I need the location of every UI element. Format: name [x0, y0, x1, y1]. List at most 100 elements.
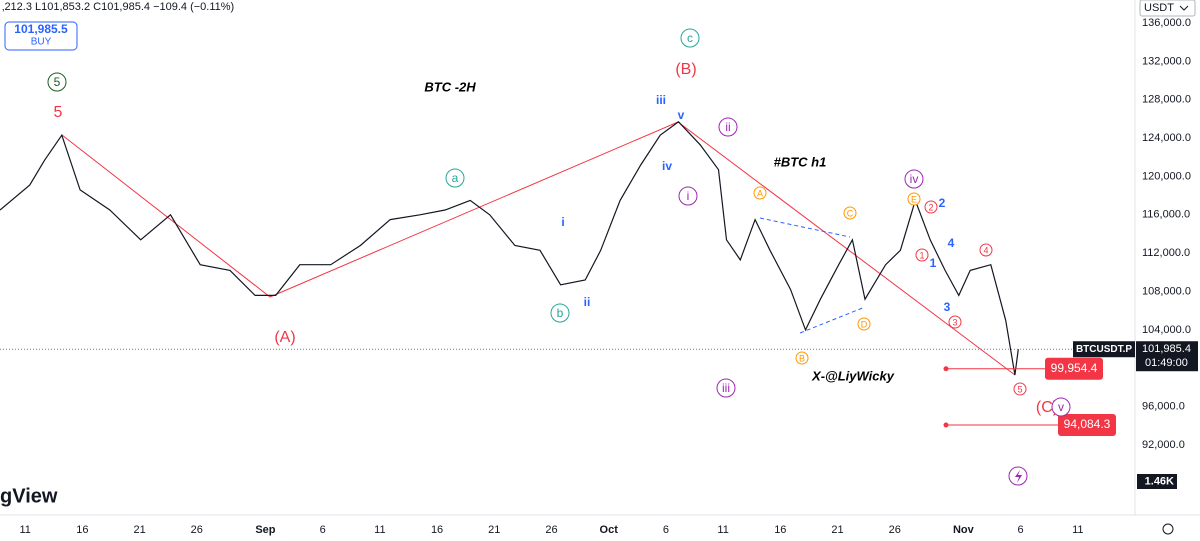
- wave-label: b: [557, 306, 564, 320]
- x-tick-label: 16: [774, 524, 786, 536]
- y-tick-label: 132,000.0: [1142, 55, 1191, 67]
- wave-label: 4: [983, 245, 988, 255]
- y-tick-label: 104,000.0: [1142, 324, 1191, 336]
- x-tick-label: 6: [663, 524, 669, 536]
- wave-label: i: [687, 189, 690, 203]
- x-tick-label: 16: [76, 524, 88, 536]
- wave-label: iii: [656, 93, 666, 107]
- level-tag: [1058, 414, 1116, 437]
- wave-label: 1: [930, 256, 937, 270]
- wave-label: A: [757, 188, 763, 198]
- triangle-line: [759, 217, 851, 238]
- x-tick-label: 11: [717, 524, 728, 536]
- x-tick-label: 6: [1018, 524, 1024, 536]
- symbol-tag: [1073, 341, 1135, 358]
- price-tag: [1136, 341, 1198, 372]
- y-tick-label: 112,000.0: [1142, 247, 1190, 259]
- wave-label: B: [799, 353, 805, 363]
- wave-label: BTC -2H: [424, 79, 476, 94]
- wave-label: 4: [948, 236, 955, 250]
- wave-label: X-@LiyWicky: [811, 368, 895, 383]
- x-tick-label: 21: [831, 524, 843, 536]
- wave-label: 5: [1017, 384, 1022, 394]
- level-dot: [943, 422, 949, 428]
- wave-circle: [550, 303, 570, 323]
- wave-label: i: [561, 215, 564, 229]
- quote: ‚212.3 L101,853.2 C101,985.4 −109.4 (−0.…: [2, 1, 234, 13]
- wave-label: c: [687, 31, 693, 45]
- wave-label: 5: [54, 75, 61, 89]
- wave-circle: [680, 28, 700, 48]
- x-tick-label: 11: [19, 524, 30, 536]
- volume-label: 1.46K: [1145, 475, 1174, 487]
- wave-circle: [948, 315, 962, 329]
- triangle: [759, 217, 866, 334]
- x-tick-label: 21: [133, 524, 145, 536]
- last-price: 101,985.4: [1142, 343, 1191, 355]
- volume-tag: [1137, 474, 1177, 489]
- wave-circle: [979, 243, 993, 257]
- x-tick-label: 26: [545, 524, 557, 536]
- x-tick-label: 11: [1072, 524, 1083, 536]
- currency-button[interactable]: [1139, 0, 1196, 17]
- y-tick-label: 92,000.0: [1142, 439, 1185, 451]
- wave-label: 1: [919, 250, 924, 260]
- wave-label: 2: [928, 202, 933, 212]
- price-line: [0, 121, 1019, 376]
- y-tick-label: 128,000.0: [1142, 94, 1191, 106]
- wave-label: (B): [675, 61, 696, 78]
- wave-label: iv: [910, 172, 919, 186]
- buy-button[interactable]: [4, 21, 78, 51]
- wave-label: ii: [584, 295, 591, 309]
- wave-label: C: [847, 208, 854, 218]
- wave-circle: [907, 192, 921, 206]
- buy-label: BUY: [31, 37, 52, 48]
- wave-label: 3: [944, 300, 951, 314]
- wave-label: v: [678, 108, 685, 122]
- wave-label: a: [452, 171, 459, 185]
- wave-label: #BTC h1: [774, 154, 827, 169]
- wave-label: iii: [722, 381, 730, 395]
- y-tick-label: 136,000.0: [1142, 17, 1191, 29]
- wave-circle: [718, 117, 738, 137]
- wave-circle: [716, 378, 736, 398]
- x-tick-label: Oct: [600, 524, 619, 536]
- buy-price: 101,985.5: [14, 22, 68, 36]
- x-tick-label: Sep: [255, 524, 275, 536]
- wave-circle: [904, 169, 924, 189]
- level-tag: [1045, 357, 1103, 380]
- symbol: BTCUSDT.P: [1076, 344, 1132, 355]
- level-label: 94,084.3: [1064, 417, 1111, 431]
- countdown: 01:49:00: [1145, 357, 1188, 369]
- wave-label: 5: [54, 104, 63, 121]
- y-tick-label: 96,000.0: [1142, 401, 1185, 413]
- wave-label: 3: [952, 317, 957, 327]
- wave-label: ii: [725, 120, 730, 134]
- triangle-line: [799, 306, 866, 334]
- brand: gView: [0, 485, 58, 507]
- settings-icon[interactable]: [1162, 523, 1174, 535]
- trend-lines: [61, 121, 1016, 376]
- wave-circle: [445, 168, 465, 188]
- wave-circle: [1013, 382, 1027, 396]
- wave-label: E: [911, 194, 917, 204]
- wave-label: (A): [274, 329, 295, 346]
- x-tick-label: 26: [191, 524, 203, 536]
- y-tick-label: 124,000.0: [1142, 132, 1191, 144]
- x-tick-label: 26: [889, 524, 901, 536]
- wave-circle: [678, 186, 698, 206]
- wave-label: D: [861, 319, 868, 329]
- wave-circle: [1051, 397, 1071, 417]
- wave-circle: [753, 186, 767, 200]
- wave-circle: [843, 206, 857, 220]
- x-tick-label: 6: [320, 524, 326, 536]
- y-tick-label: 108,000.0: [1142, 285, 1191, 297]
- dropdown-icon: [1179, 5, 1189, 11]
- wave-label: iv: [662, 159, 672, 173]
- x-tick-label: 16: [431, 524, 443, 536]
- level-dot: [943, 366, 949, 372]
- alert-bolt: [1015, 470, 1022, 483]
- wave-label: 2: [939, 196, 946, 210]
- x-tick-label: Nov: [953, 524, 975, 536]
- wave-circle: [857, 317, 871, 331]
